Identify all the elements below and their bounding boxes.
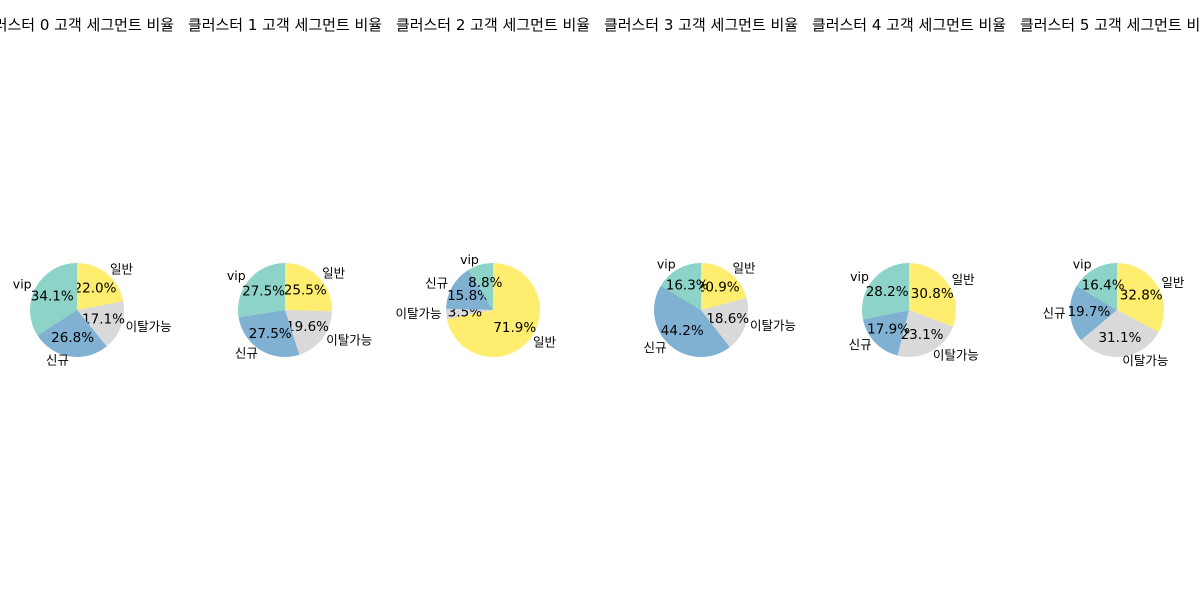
slice-label: vip [657, 256, 676, 271]
slice-percent-label: 34.1% [31, 288, 74, 304]
slice-label: vip [13, 277, 32, 292]
pie-slice-일반 [909, 263, 956, 327]
slice-percent-label: 16.4% [1082, 277, 1125, 293]
slice-label: 신규 [644, 340, 667, 355]
slice-label: 일반 [533, 334, 557, 349]
pie-slice-vip [30, 263, 77, 336]
slice-percent-label: 15.8% [447, 288, 490, 304]
chart-title: 클러스터 5 고객 세그먼트 비율 [1020, 16, 1200, 34]
pie-slice-vip [468, 263, 493, 310]
chart-title: 클러스터 4 고객 세그먼트 비율 [812, 16, 1006, 34]
slice-percent-label: 27.5% [242, 284, 285, 300]
slice-label: 일반 [1161, 275, 1185, 290]
slice-label: 일반 [733, 261, 757, 276]
pie-slice-일반 [285, 263, 333, 312]
slice-percent-label: 22.0% [74, 280, 117, 296]
slice-label: vip [850, 269, 869, 284]
slice-label: 신규 [235, 346, 258, 361]
slice-label: 일반 [952, 272, 976, 287]
slice-percent-label: 19.7% [1067, 304, 1110, 320]
slice-label: vip [1073, 257, 1092, 272]
pie-slice-vip [862, 263, 909, 320]
pie-slice-이탈가능 [897, 310, 953, 358]
pie-slice-vip [1076, 263, 1117, 310]
pie-slice-이탈가능 [445, 308, 493, 320]
slice-percent-label: 17.9% [867, 322, 910, 338]
slice-percent-label: 27.5% [249, 326, 292, 342]
pie-slice-일반 [77, 263, 124, 310]
slice-percent-label: 8.8% [468, 275, 502, 291]
slice-percent-label: 17.1% [82, 312, 125, 328]
slice-percent-label: 25.5% [284, 282, 327, 298]
slice-percent-label: 28.2% [866, 284, 909, 300]
pie-slice-신규 [653, 285, 730, 358]
slice-label: vip [460, 252, 479, 267]
slice-label: 신규 [849, 337, 872, 352]
chart-title: 클러스터 0 고객 세그먼트 비율 [0, 16, 174, 34]
pie-slice-vip [238, 263, 285, 318]
pie-slice-신규 [1069, 285, 1117, 341]
slice-percent-label: 23.1% [901, 327, 944, 343]
slice-label: 이탈가능 [126, 319, 172, 334]
chart-title: 클러스터 2 고객 세그먼트 비율 [396, 16, 590, 34]
slice-percent-label: 26.8% [51, 330, 94, 346]
pie-slice-vip [660, 263, 701, 310]
slice-percent-label: 32.8% [1120, 287, 1163, 303]
slice-percent-label: 31.1% [1098, 330, 1141, 346]
chart-title: 클러스터 3 고객 세그먼트 비율 [604, 16, 798, 34]
slice-label: 일반 [110, 262, 134, 277]
pie-slice-신규 [862, 310, 909, 356]
slice-label: 일반 [322, 265, 346, 280]
slice-label: 이탈가능 [326, 333, 372, 348]
pie-slice-일반 [701, 263, 747, 310]
slice-label: 신규 [46, 353, 69, 368]
pie-slice-이탈가능 [77, 301, 125, 347]
slice-label: 신규 [1042, 306, 1065, 321]
slice-label: 이탈가능 [1122, 353, 1168, 368]
pie-slice-이탈가능 [285, 310, 332, 355]
pie-slice-일반 [1117, 263, 1165, 333]
slice-label: 이탈가능 [750, 318, 796, 333]
slice-label: 이탈가능 [395, 306, 441, 321]
slice-percent-label: 19.6% [286, 319, 329, 335]
pie-slice-신규 [446, 270, 493, 310]
pie-slice-이탈가능 [1080, 310, 1159, 358]
pie-slice-신규 [238, 310, 300, 357]
slice-percent-label: 44.2% [661, 323, 704, 339]
pie-slice-일반 [446, 263, 541, 358]
slice-label: 신규 [425, 276, 448, 291]
slice-label: vip [227, 268, 246, 283]
slice-percent-label: 18.6% [706, 311, 749, 327]
pie-slice-이탈가능 [701, 298, 749, 348]
slice-percent-label: 16.3% [666, 277, 709, 293]
slice-label: 이탈가능 [933, 347, 979, 362]
slice-percent-label: 20.9% [697, 280, 740, 296]
slice-percent-label: 30.8% [911, 286, 954, 302]
slice-percent-label: 71.9% [493, 320, 536, 336]
pie-slice-신규 [37, 310, 107, 357]
chart-title: 클러스터 1 고객 세그먼트 비율 [188, 16, 382, 34]
